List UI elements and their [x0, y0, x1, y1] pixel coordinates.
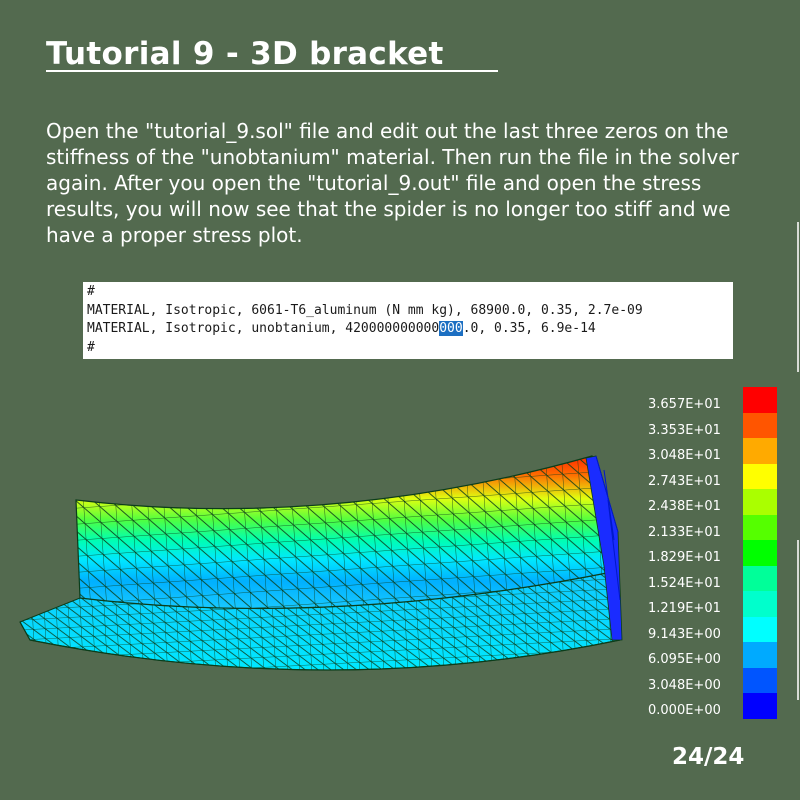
material-code-snippet: # MATERIAL, Isotropic, 6061-T6_aluminum (…: [83, 282, 733, 359]
legend-swatch: [743, 489, 777, 515]
legend-label: 6.095E+00: [648, 652, 721, 667]
code-line-4: #: [87, 339, 95, 355]
title-underline: [46, 70, 498, 72]
legend-label: 3.353E+01: [648, 422, 721, 438]
legend-swatch: [743, 616, 777, 642]
legend-label: 3.657E+01: [648, 397, 721, 412]
legend-swatch: [743, 693, 777, 719]
code-line-3-prefix: MATERIAL, Isotropic, unobtanium, 4200000…: [87, 321, 440, 336]
legend-swatch: [743, 642, 777, 668]
legend-swatch: [743, 387, 777, 413]
instruction-paragraph: Open the "tutorial_9.sol" file and edit …: [46, 119, 739, 247]
legend-swatch: [743, 412, 777, 438]
right-edge-divider: [797, 222, 799, 372]
legend-swatch: [743, 438, 777, 464]
legend-label: 1.524E+01: [648, 575, 721, 591]
legend-label: 0.000E+00: [648, 703, 721, 718]
legend-swatch: [743, 463, 777, 489]
highlighted-zeros: 000: [439, 321, 463, 336]
color-legend-bar: [743, 387, 777, 719]
legend-label: 1.829E+01: [648, 550, 721, 565]
legend-swatch: [743, 514, 777, 540]
legend-label: 2.743E+01: [648, 473, 721, 489]
code-line-3: MATERIAL, Isotropic, unobtanium, 4200000…: [87, 320, 733, 339]
legend-label: 1.219E+01: [648, 601, 721, 616]
code-line-1: #: [87, 284, 95, 299]
color-legend-labels: 3.657E+01 3.353E+01 3.048E+01 2.743E+01 2.43…: [648, 392, 732, 724]
legend-label: 2.133E+01: [648, 524, 721, 540]
legend-label: 3.048E+00: [648, 677, 721, 693]
page-number: 24/24: [672, 744, 745, 770]
legend-swatch: [743, 667, 777, 693]
stress-plot-bracket: [19, 455, 623, 671]
code-line-2: MATERIAL, Isotropic, 6061-T6_aluminum (N…: [87, 302, 643, 318]
legend-swatch: [743, 565, 777, 591]
slide-title: Tutorial 9 - 3D bracket: [46, 36, 444, 72]
legend-label: 2.438E+01: [648, 499, 721, 514]
legend-swatch: [743, 591, 777, 617]
legend-label: 3.048E+01: [648, 448, 721, 463]
code-line-3-suffix: .0, 0.35, 6.9e-14: [462, 321, 596, 336]
legend-label: 9.143E+00: [648, 626, 721, 642]
legend-swatch: [743, 540, 777, 566]
right-edge-divider: [797, 540, 799, 700]
